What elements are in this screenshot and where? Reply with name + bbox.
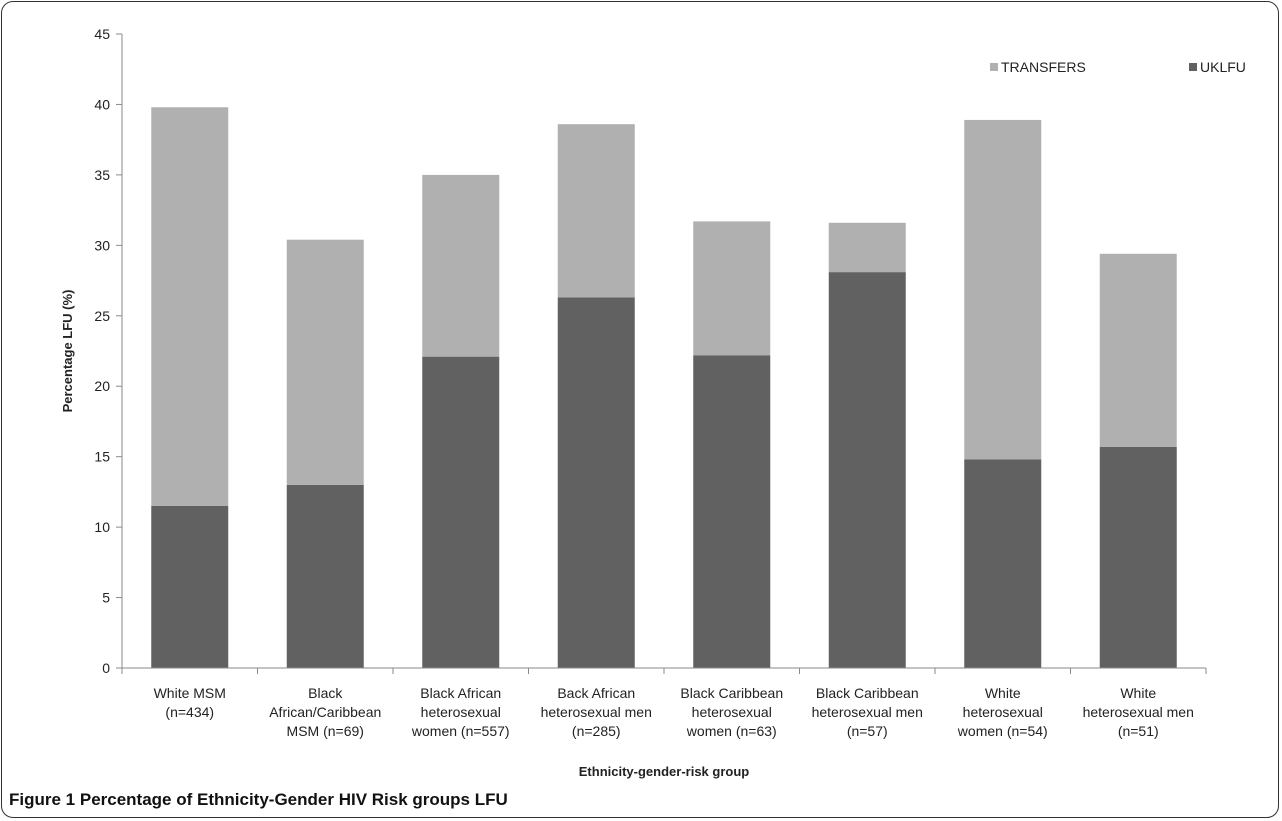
bar-transfers-5 [693, 221, 771, 356]
x-tick-label: White MSM (n=434) [154, 685, 226, 720]
y-tick-label: 45 [94, 26, 110, 42]
figure-caption: Figure 1 Percentage of Ethnicity-Gender … [9, 790, 508, 810]
y-tick-label: 40 [94, 96, 110, 112]
y-tick-label: 15 [94, 449, 110, 465]
legend-swatch-transfers [990, 63, 998, 71]
y-tick-label: 30 [94, 237, 110, 253]
bar-uklfu-7 [964, 459, 1042, 668]
bar-uklfu-3 [422, 356, 500, 668]
legend-label-uklfu: UKLFU [1200, 59, 1246, 75]
bar-transfers-1 [151, 107, 229, 506]
bar-uklfu-5 [693, 355, 771, 668]
x-tick-label: Black Caribbean heterosexual women (n=63) [680, 685, 783, 739]
bar-uklfu-6 [828, 272, 906, 668]
x-tick-label: Back African heterosexual men (n=285) [541, 685, 652, 739]
y-axis-title: Percentage LFU (%) [60, 290, 75, 413]
x-tick-label: White heterosexual men (n=51) [1083, 685, 1194, 739]
y-tick-label: 10 [94, 519, 110, 535]
bar-transfers-2 [286, 239, 364, 485]
y-tick-label: 25 [94, 308, 110, 324]
x-tick-label: White heterosexual women (n=54) [957, 685, 1048, 739]
bar-uklfu-8 [1099, 446, 1177, 668]
x-tick-label: Black Caribbean heterosexual men (n=57) [812, 685, 923, 739]
caption-lead: Figure 1 [9, 790, 76, 809]
bar-transfers-7 [964, 119, 1042, 460]
y-tick-label: 20 [94, 378, 110, 394]
bar-uklfu-2 [286, 484, 364, 668]
bar-transfers-6 [828, 222, 906, 273]
y-tick-label: 0 [102, 660, 110, 676]
x-tick-label: Black African/Caribbean MSM (n=69) [269, 685, 381, 739]
x-axis-title: Ethnicity-gender-risk group [579, 764, 750, 779]
bar-transfers-3 [422, 174, 500, 357]
bar-transfers-8 [1099, 253, 1177, 447]
bar-transfers-4 [557, 124, 635, 298]
caption-text: Percentage of Ethnicity-Gender HIV Risk … [79, 790, 508, 809]
legend-label-transfers: TRANSFERS [1001, 59, 1086, 75]
x-tick-label: Black African heterosexual women (n=557) [411, 685, 510, 739]
legend-swatch-uklfu [1189, 63, 1197, 71]
bar-uklfu-1 [151, 505, 229, 668]
bar-uklfu-4 [557, 297, 635, 668]
y-tick-label: 35 [94, 167, 110, 183]
y-tick-label: 5 [102, 590, 110, 606]
